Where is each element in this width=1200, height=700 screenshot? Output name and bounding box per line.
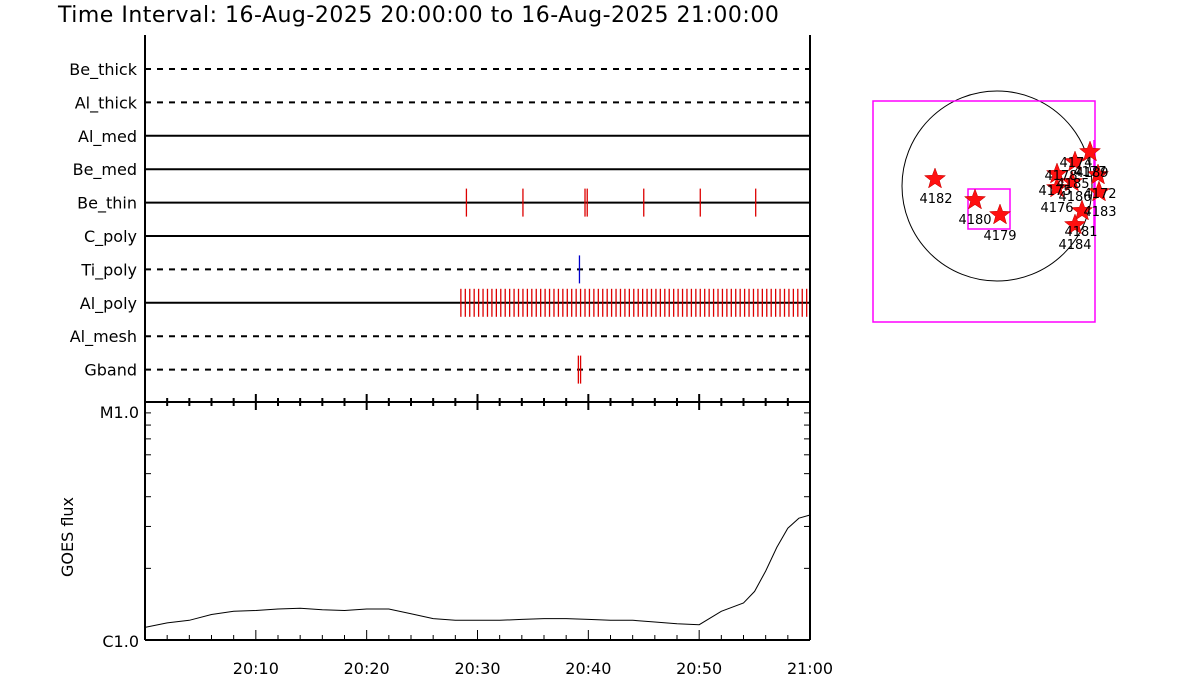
channel-label-C_poly: C_poly (84, 227, 137, 247)
goes-y-tick-label-top: M1.0 (100, 403, 139, 422)
event-timeline-panel: Be_thick Al_thick Al_med Be_med Be_thin C_pol… (69, 35, 811, 410)
region-label: 4182 (919, 192, 952, 207)
region-label: 4180 (958, 213, 991, 228)
region-star (1063, 150, 1087, 172)
region-label: 4179 (983, 229, 1016, 244)
region-star (1070, 199, 1094, 221)
channel-label-Be_med: Be_med (73, 160, 137, 180)
solar-disk-outline (901, 90, 1093, 282)
region-label: 4176 (1040, 201, 1073, 216)
region-star (988, 203, 1012, 225)
region-label: 4185 (1056, 177, 1089, 192)
x-tick-label: 20:20 (344, 659, 390, 678)
x-tick-label: 21:00 (787, 659, 833, 678)
target-box (967, 188, 1011, 230)
channel-label-Al_med: Al_med (78, 127, 137, 147)
x-tick-label: 20:50 (676, 659, 722, 678)
time-interval-title: Time Interval: 16-Aug-2025 20:00:00 to 1… (58, 3, 780, 28)
region-star (963, 188, 987, 210)
region-star (1078, 140, 1102, 162)
x-tick-label: 20:30 (454, 659, 500, 678)
region-label: 4178 (1044, 169, 1077, 184)
region-star (1086, 163, 1110, 185)
region-label: 4186 (1058, 190, 1091, 205)
region-label: 4189 (1075, 166, 1108, 181)
x-tick-label: 20:10 (233, 659, 279, 678)
region-label: 4175 (1038, 184, 1071, 199)
region-label: 4181 (1064, 225, 1097, 240)
goes-flux-panel: M1.0 C1.0 GOES flux 20:10 20:20 20:30 20:40 20:… (58, 401, 833, 678)
region-star (1063, 213, 1087, 235)
field-of-view-box (872, 100, 1096, 323)
region-label: 4174 (1059, 156, 1092, 171)
region-label: 4172 (1083, 187, 1116, 202)
channel-label-Ti_poly: Ti_poly (80, 260, 137, 280)
channel-label-Al_thick: Al_thick (75, 93, 138, 113)
channel-label-Al_mesh: Al_mesh (70, 327, 137, 347)
channel-label-Al_poly: Al_poly (80, 294, 137, 314)
region-label: 4183 (1083, 205, 1116, 220)
goes-flux-line (144, 514, 811, 628)
region-label: 4184 (1058, 238, 1091, 253)
goes-y-axis-title: GOES flux (58, 497, 77, 577)
x-tick-label: 20:40 (565, 659, 611, 678)
region-star (1045, 176, 1069, 198)
region-star (1060, 170, 1084, 192)
channel-label-Be_thick: Be_thick (69, 60, 137, 80)
region-star (923, 167, 947, 189)
goes-y-tick-label-bottom: C1.0 (102, 632, 139, 651)
region-label: 4177 (1073, 165, 1106, 180)
channel-label-Be_thin: Be_thin (77, 194, 137, 214)
region-star (1087, 180, 1111, 202)
channel-label-Gband: Gband (84, 361, 137, 380)
